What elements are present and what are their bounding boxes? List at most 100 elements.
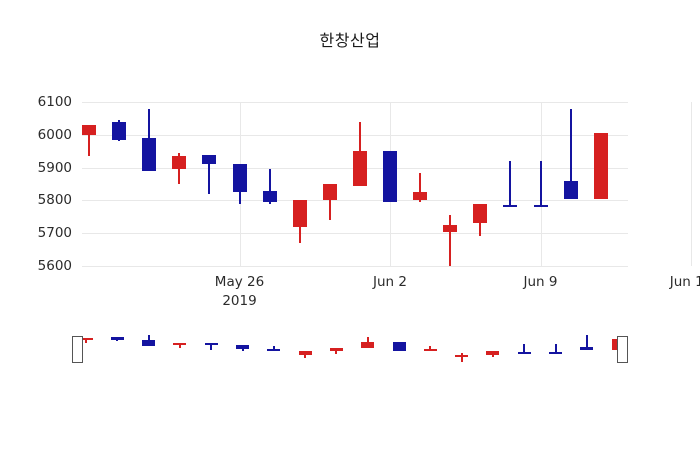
candlestick	[593, 102, 608, 266]
y-axis-tick-label: 5600	[37, 258, 72, 274]
candle-body	[593, 133, 608, 199]
candle-wick	[335, 348, 338, 355]
candle-body	[173, 343, 187, 346]
candle-wick	[509, 161, 512, 207]
candlestick	[383, 102, 397, 266]
candlestick	[204, 326, 218, 372]
candlestick	[517, 326, 531, 372]
candlestick	[392, 326, 406, 372]
candle-wick	[523, 344, 526, 352]
candlestick	[79, 326, 93, 372]
candlestick	[202, 102, 217, 266]
candlestick	[236, 326, 249, 372]
candle-body	[322, 184, 337, 201]
candle-body	[503, 205, 518, 208]
candle-body	[110, 337, 124, 341]
candlestick	[549, 326, 562, 372]
candle-body	[423, 349, 437, 352]
x-axis-tick-label: Jun 9	[524, 274, 558, 290]
candle-wick	[554, 344, 557, 352]
x-axis-tick-label: Jun 2	[373, 274, 407, 290]
candlestick	[563, 102, 578, 266]
candlestick	[423, 326, 437, 372]
candle-body	[549, 351, 562, 354]
candlestick	[580, 326, 594, 372]
candlestick	[262, 102, 277, 266]
candle-body	[232, 164, 247, 193]
candle-body	[329, 348, 343, 351]
candlestick	[142, 102, 157, 266]
candle-body	[79, 337, 93, 340]
candlestick	[172, 102, 187, 266]
candle-body	[236, 344, 249, 350]
plot-area[interactable]: 6100 6000 5900 5800 5700 5600 May 26 2019 Jun 2…	[38, 95, 700, 309]
gridline	[82, 266, 628, 267]
candle-wick	[85, 337, 87, 344]
candle-body	[580, 347, 594, 351]
candle-wick	[569, 108, 572, 199]
candlestick	[361, 326, 375, 372]
x-axis-tick-year: 2019	[222, 293, 257, 309]
candlestick	[142, 326, 156, 372]
candle-wick	[460, 353, 463, 362]
candle-wick	[210, 343, 213, 350]
gridline	[82, 200, 628, 202]
candle-body	[202, 154, 217, 165]
vertical-gridline	[691, 102, 692, 266]
y-axis-tick-label: 5700	[37, 225, 72, 242]
candle-body	[473, 203, 488, 224]
candle-wick	[419, 172, 422, 202]
candle-body	[361, 342, 375, 349]
candlestick	[82, 102, 96, 266]
drag-handle-left[interactable]	[72, 336, 83, 363]
candlestick	[503, 102, 518, 266]
drag-handle-right[interactable]	[617, 336, 628, 363]
candle-body	[298, 350, 312, 356]
candlestick	[173, 326, 187, 372]
y-axis-tick-label: 5800	[37, 192, 72, 209]
candle-wick	[328, 184, 331, 221]
candle-wick	[272, 345, 275, 352]
candle-body	[82, 125, 96, 135]
candlestick	[486, 326, 500, 372]
candle-body	[443, 225, 458, 232]
candlestick	[413, 102, 428, 266]
candlestick	[232, 102, 247, 266]
candlestick	[455, 326, 469, 372]
candle-body	[352, 151, 367, 186]
candle-body	[204, 343, 218, 345]
candle-wick	[429, 346, 432, 351]
candlestick	[322, 102, 337, 266]
candle-wick	[268, 169, 271, 204]
candle-body	[533, 205, 548, 208]
y-axis-tick-label: 6000	[37, 126, 72, 143]
candle-wick	[585, 335, 588, 351]
candlestick	[533, 102, 548, 266]
candle-body	[392, 342, 406, 352]
gridline	[82, 134, 628, 136]
candle-body	[172, 156, 187, 170]
x-axis-tick-main: Jun 9	[523, 274, 558, 290]
x-axis-labels: May 26 2019 Jun 2 Jun 9 Jun 16	[82, 274, 700, 314]
candle-body	[262, 190, 277, 203]
candle-body	[292, 200, 307, 227]
y-axis-tick-label: 6100	[37, 94, 72, 110]
candlestick	[352, 102, 367, 266]
candlestick	[292, 102, 307, 266]
y-axis-tick-label: 5900	[37, 159, 72, 176]
page-title: 한창산업	[319, 31, 381, 50]
candle-wick	[449, 215, 452, 266]
candlestick	[110, 326, 124, 372]
x-axis-tick-label: May 26 2019	[215, 274, 264, 309]
x-axis-tick-main: May 26	[214, 274, 265, 290]
x-axis-tick-label: Jun 16	[670, 274, 700, 290]
candle-body	[142, 138, 157, 171]
gridline	[82, 102, 628, 103]
candle-body	[112, 121, 127, 140]
candlestick	[112, 102, 127, 266]
candlestick	[298, 326, 312, 372]
range-selector[interactable]	[62, 326, 630, 372]
candle-body	[517, 351, 531, 354]
candlestick	[267, 326, 281, 372]
